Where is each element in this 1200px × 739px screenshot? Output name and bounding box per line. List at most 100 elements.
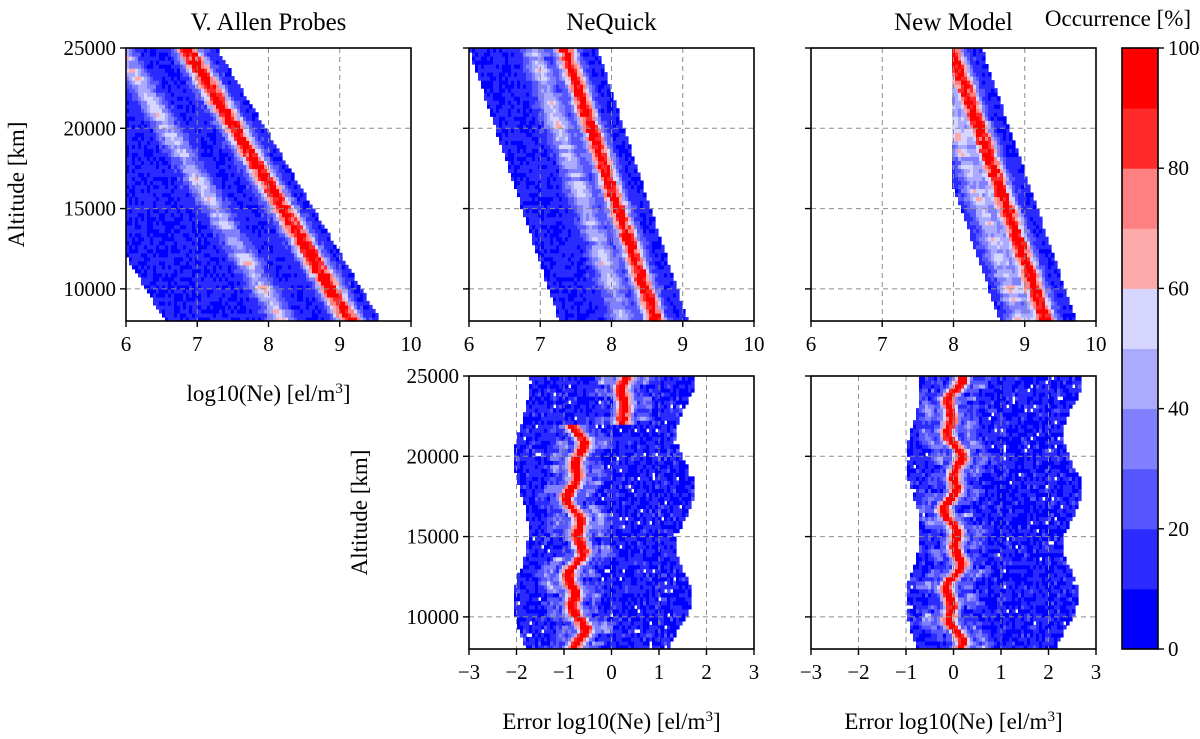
heatmap-cell — [159, 148, 163, 153]
heatmap-cell — [297, 260, 301, 266]
heatmap-cell — [511, 72, 515, 77]
heatmap-cell — [198, 240, 202, 246]
heatmap-cell — [279, 304, 283, 310]
heatmap-cell — [520, 176, 524, 182]
heatmap-cell — [231, 184, 235, 190]
heatmap-cell — [183, 176, 187, 182]
heatmap-cell — [231, 160, 235, 166]
heatmap-cell — [273, 188, 277, 194]
heatmap-cell — [249, 200, 253, 206]
heatmap-cell — [270, 192, 274, 198]
heatmap-cell — [261, 144, 265, 149]
heatmap-cell — [135, 224, 139, 230]
heatmap-cell — [204, 160, 208, 166]
heatmap-cell — [204, 244, 208, 250]
heatmap-cell — [207, 172, 211, 178]
heatmap-cell — [162, 108, 166, 113]
heatmap-cell — [318, 244, 322, 250]
heatmap-cell — [502, 72, 506, 77]
heatmap-cell — [240, 260, 244, 266]
heatmap-cell — [544, 68, 548, 73]
heatmap-cell — [321, 292, 325, 298]
heatmap-cell — [228, 164, 232, 170]
heatmap-cell — [126, 108, 130, 113]
heatmap-cell — [222, 312, 226, 318]
heatmap-cell — [285, 316, 289, 322]
heatmap-cell — [147, 160, 151, 166]
heatmap-cell — [559, 96, 563, 101]
heatmap-cell — [198, 252, 202, 258]
heatmap-cell — [556, 80, 560, 85]
heatmap-cell — [523, 124, 527, 129]
heatmap-cell — [186, 148, 190, 153]
heatmap-cell — [234, 120, 238, 125]
heatmap-cell — [249, 220, 253, 226]
heatmap-cell — [279, 180, 283, 186]
heatmap-cell — [144, 60, 148, 65]
heatmap-cell — [180, 180, 184, 186]
heatmap-cell — [529, 196, 533, 202]
heatmap-cell — [303, 288, 307, 294]
heatmap-cell — [511, 108, 515, 113]
heatmap-cell — [255, 180, 259, 186]
heatmap-cell — [532, 196, 536, 202]
heatmap-cell — [541, 148, 545, 153]
heatmap-cell — [132, 192, 136, 198]
heatmap-cell — [216, 176, 220, 182]
heatmap-cell — [499, 112, 503, 117]
heatmap-cell — [171, 132, 175, 137]
heatmap-cell — [249, 260, 253, 266]
heatmap-cell — [306, 288, 310, 294]
heatmap-cell — [321, 304, 325, 310]
heatmap-cell — [195, 108, 199, 113]
heatmap-cell — [138, 64, 142, 69]
heatmap-cell — [168, 256, 172, 262]
heatmap-cell — [529, 172, 533, 178]
heatmap-cell — [204, 172, 208, 178]
heatmap-cell — [201, 176, 205, 182]
heatmap-cell — [207, 184, 211, 190]
heatmap-cell — [553, 124, 557, 129]
heatmap-cell — [180, 280, 184, 286]
heatmap-cell — [138, 72, 142, 77]
heatmap-cell — [192, 244, 196, 250]
heatmap-cell — [532, 72, 536, 77]
heatmap-cell — [219, 268, 223, 274]
heatmap-cell — [168, 296, 172, 302]
heatmap-cell — [234, 284, 238, 290]
heatmap-cell — [544, 220, 548, 226]
heatmap-cell — [186, 180, 190, 186]
heatmap-cell — [138, 184, 142, 190]
heatmap-cell — [171, 268, 175, 274]
heatmap-cell — [273, 312, 277, 318]
heatmap-cell — [237, 100, 241, 105]
heatmap-cell — [156, 120, 160, 125]
heatmap-cell — [342, 280, 346, 286]
heatmap-cell — [168, 92, 172, 97]
heatmap-cell — [514, 56, 518, 61]
heatmap-cell — [535, 112, 539, 117]
heatmap-cell — [225, 212, 229, 218]
heatmap-cell — [186, 232, 190, 238]
heatmap-cell — [300, 256, 304, 262]
heatmap-cell — [180, 84, 184, 89]
heatmap-cell — [177, 304, 181, 310]
heatmap-cell — [144, 276, 148, 282]
heatmap-cell — [246, 136, 250, 141]
heatmap-cell — [138, 240, 142, 246]
heatmap-cell — [141, 64, 145, 69]
heatmap-cell — [526, 188, 530, 194]
heatmap-cell — [258, 168, 262, 174]
heatmap-cell — [511, 152, 515, 157]
heatmap-cell — [147, 240, 151, 246]
heatmap-cell — [553, 248, 557, 254]
heatmap-cell — [315, 300, 319, 306]
heatmap-cell — [177, 136, 181, 141]
heatmap-cell — [255, 292, 259, 298]
heatmap-cell — [502, 144, 506, 149]
heatmap-cell — [249, 276, 253, 282]
heatmap-cell — [189, 92, 193, 97]
heatmap-cell — [156, 176, 160, 182]
heatmap-cell — [255, 260, 259, 266]
heatmap-cell — [144, 96, 148, 101]
